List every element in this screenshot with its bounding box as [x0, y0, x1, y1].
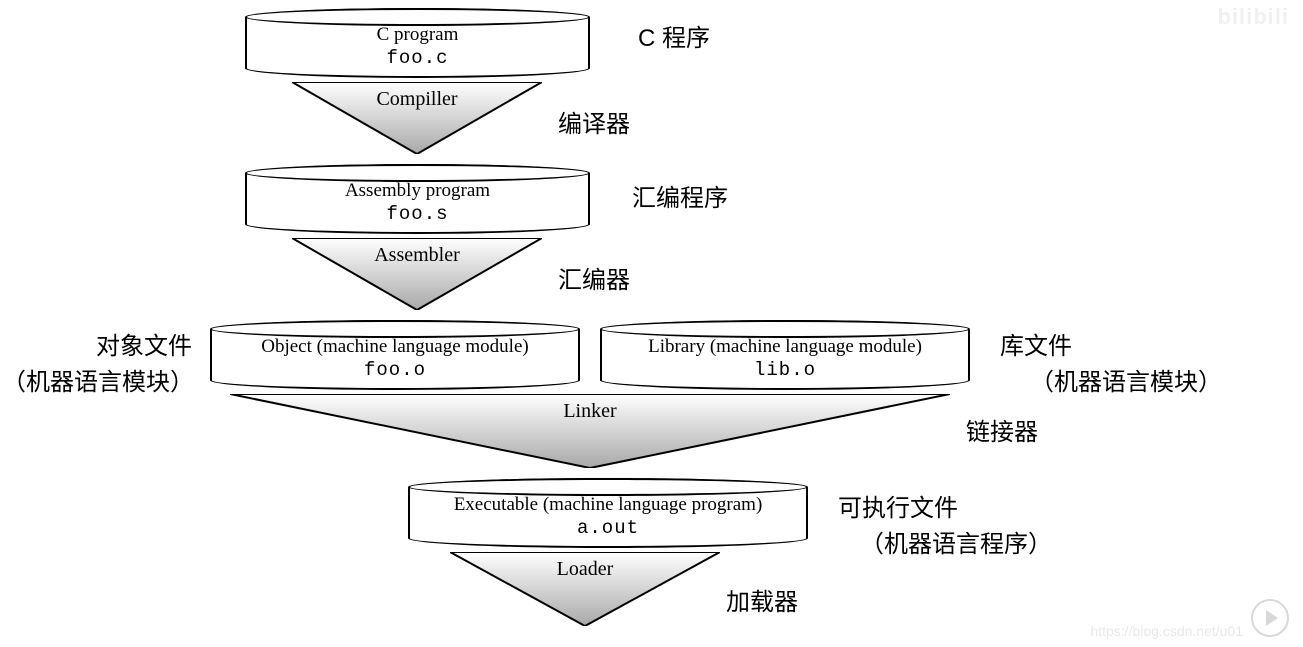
cylinder-c-program-title: C program: [377, 23, 459, 47]
cylinder-executable-title: Executable (machine language program): [454, 493, 763, 517]
cylinder-library-title: Library (machine language module): [648, 335, 922, 359]
anno-library-2: （机器语言模块）: [1030, 362, 1222, 397]
play-icon: [1251, 599, 1289, 637]
diagram-stage: C program foo.c Compiller Assembly progr…: [0, 0, 1303, 647]
triangle-loader-label: Loader: [450, 558, 720, 581]
triangle-loader: Loader: [450, 552, 720, 626]
anno-linker: 链接器: [966, 412, 1038, 447]
cylinder-assembly-title: Assembly program: [345, 179, 490, 203]
anno-object-2: （机器语言模块）: [2, 362, 194, 397]
triangle-assembler: Assembler: [292, 238, 542, 310]
triangle-linker-label: Linker: [230, 400, 950, 423]
cylinder-library-file: lib.o: [754, 359, 816, 383]
watermark-csdn: https://blog.csdn.net/u01: [1090, 623, 1243, 639]
watermark-bilibili: bilibili: [1217, 4, 1289, 30]
anno-loader: 加载器: [726, 582, 798, 617]
triangle-compiler: Compiller: [292, 82, 542, 154]
cylinder-library: Library (machine language module) lib.o: [600, 320, 970, 390]
triangle-linker: Linker: [230, 394, 950, 468]
anno-executable-2: （机器语言程序）: [860, 524, 1052, 559]
triangle-assembler-label: Assembler: [292, 244, 542, 267]
cylinder-executable: Executable (machine language program) a.…: [408, 478, 808, 548]
cylinder-c-program: C program foo.c: [245, 8, 590, 78]
cylinder-object: Object (machine language module) foo.o: [210, 320, 580, 390]
triangle-compiler-label: Compiller: [292, 88, 542, 111]
anno-library-1: 库文件: [1000, 326, 1072, 361]
cylinder-c-program-file: foo.c: [386, 47, 448, 71]
anno-assembler: 汇编器: [558, 260, 630, 295]
cylinder-object-file: foo.o: [364, 359, 426, 383]
anno-object-1: 对象文件: [96, 326, 192, 361]
cylinder-object-title: Object (machine language module): [261, 335, 528, 359]
cylinder-assembly-file: foo.s: [386, 203, 448, 227]
cylinder-executable-file: a.out: [577, 517, 639, 541]
anno-compiler: 编译器: [558, 104, 630, 139]
anno-assembly: 汇编程序: [632, 178, 728, 213]
cylinder-assembly: Assembly program foo.s: [245, 164, 590, 234]
anno-executable-1: 可执行文件: [838, 488, 958, 523]
anno-c-program: C 程序: [638, 18, 710, 53]
